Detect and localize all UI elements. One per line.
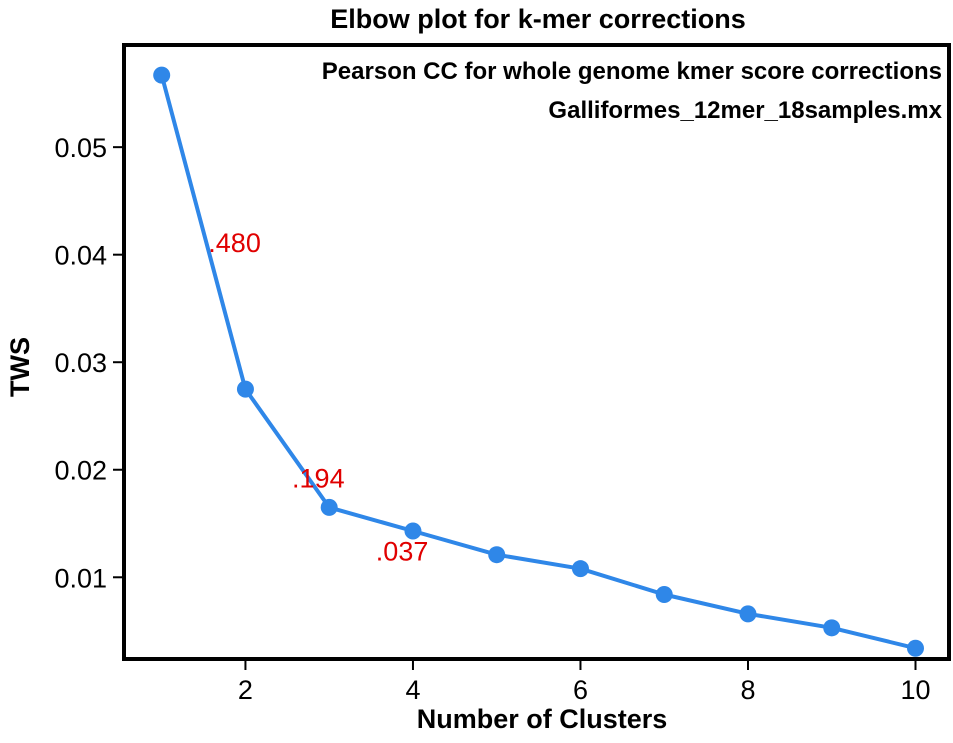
- annotation-pearson: Pearson CC for whole genome kmer score c…: [322, 58, 942, 85]
- y-axis-title: TWS: [5, 337, 35, 397]
- data-point: [739, 605, 757, 623]
- y-tick-label: 0.03: [54, 348, 107, 378]
- x-tick-label: 10: [900, 675, 930, 705]
- data-point: [906, 639, 924, 657]
- data-point: [823, 619, 841, 637]
- series-tws: [153, 66, 924, 657]
- x-tick-label: 4: [405, 675, 420, 705]
- data-label: .480: [208, 228, 261, 258]
- x-axis: 2 4 6 8 10: [238, 659, 931, 705]
- data-point: [320, 498, 338, 516]
- y-tick-label: 0.05: [54, 133, 107, 163]
- data-point: [655, 585, 673, 603]
- plot-frame: [122, 43, 951, 661]
- data-label: .194: [292, 463, 345, 493]
- y-tick-label: 0.04: [54, 241, 107, 271]
- x-tick-label: 6: [573, 675, 588, 705]
- x-axis-title: Number of Clusters: [417, 704, 668, 734]
- data-point: [571, 560, 589, 578]
- annotation-filename: Galliformes_12mer_18samples.mx: [548, 97, 942, 124]
- data-labels: .480 .194 .037: [208, 228, 428, 567]
- data-label: .037: [376, 536, 429, 566]
- data-point: [488, 546, 506, 564]
- data-point: [236, 380, 254, 398]
- x-tick-label: 2: [238, 675, 253, 705]
- data-point: [153, 66, 171, 84]
- data-point: [404, 522, 422, 540]
- y-tick-label: 0.01: [54, 563, 107, 593]
- y-axis: 0.01 0.02 0.03 0.04 0.05: [54, 133, 124, 593]
- chart-title: Elbow plot for k-mer corrections: [330, 4, 746, 34]
- y-tick-label: 0.02: [54, 456, 107, 486]
- x-tick-label: 8: [740, 675, 755, 705]
- series-line: [159, 74, 916, 651]
